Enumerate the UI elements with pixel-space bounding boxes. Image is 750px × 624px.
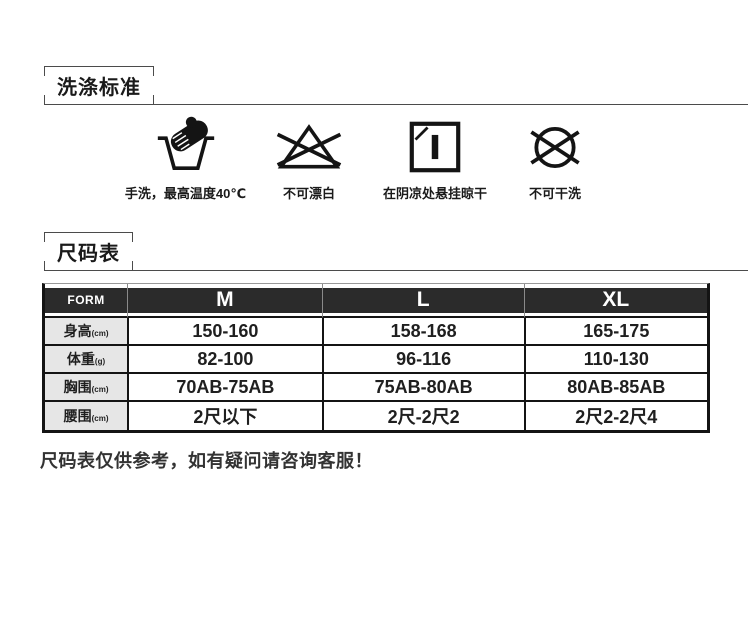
size-cell: 70AB-75AB xyxy=(127,374,322,402)
wash-item-no-bleach: 不可漂白 xyxy=(253,115,365,202)
size-cell: 2尺2-2尺4 xyxy=(523,402,707,430)
size-cell: 110-130 xyxy=(523,346,707,374)
size-cell: 2尺以下 xyxy=(127,402,322,430)
hang-dry-in-shade-icon xyxy=(409,121,461,173)
size-cell: 75AB-80AB xyxy=(321,374,524,402)
wash-section-title: 洗涤标准 xyxy=(57,77,141,99)
size-table-disclaimer: 尺码表仅供参考，如有疑问请咨询客服！ xyxy=(40,451,373,471)
wash-item-no-dryclean: 不可干洗 xyxy=(505,115,605,202)
wash-label-no-bleach: 不可漂白 xyxy=(282,186,335,201)
unit-label: (cm) xyxy=(91,385,109,394)
size-table-header-row: FORM M L XL xyxy=(45,284,707,318)
row-label-bust: 胸围(cm) xyxy=(45,374,128,402)
size-table: FORM M L XL 身高(cm) 150-160 158-168 165-1… xyxy=(42,283,710,433)
wash-icons-row: 手洗，最高温度40℃ 不可漂白 在阴凉处悬挂晾干 xyxy=(118,115,750,202)
size-cell: 158-168 xyxy=(321,318,524,346)
size-section-title-box: 尺码表 xyxy=(44,232,133,271)
size-cell: 80AB-85AB xyxy=(523,374,707,402)
do-not-dryclean-icon xyxy=(530,126,580,169)
row-label-height: 身高(cm) xyxy=(45,318,128,346)
size-section-header: 尺码表 xyxy=(44,232,748,271)
wash-label-shade-dry: 在阴凉处悬挂晾干 xyxy=(382,186,487,201)
wash-item-handwash: 手洗，最高温度40℃ xyxy=(118,115,253,202)
handwash-icon xyxy=(157,116,214,170)
row-label-waist: 腰围(cm) xyxy=(45,402,128,430)
do-not-bleach-icon xyxy=(276,124,342,169)
size-cell: 165-175 xyxy=(523,318,707,346)
size-section-title: 尺码表 xyxy=(57,243,120,265)
wash-label-no-dryclean: 不可干洗 xyxy=(528,186,581,201)
size-cell: 82-100 xyxy=(127,346,322,374)
product-care-page: 洗涤标准 手洗，最高温度40℃ xyxy=(0,66,750,473)
column-header-form: FORM xyxy=(45,284,128,318)
unit-label: (cm) xyxy=(91,329,109,338)
size-table-row-bust: 胸围(cm) 70AB-75AB 75AB-80AB 80AB-85AB xyxy=(45,374,707,402)
wash-section-title-box: 洗涤标准 xyxy=(44,66,154,105)
wash-label-handwash: 手洗，最高温度40℃ xyxy=(124,186,247,201)
size-table-row-waist: 腰围(cm) 2尺以下 2尺-2尺2 2尺2-2尺4 xyxy=(45,402,707,430)
size-cell: 150-160 xyxy=(127,318,322,346)
size-cell: 96-116 xyxy=(321,346,524,374)
row-label-weight: 体重(g) xyxy=(45,346,128,374)
unit-label: (cm) xyxy=(91,414,109,423)
header-rule xyxy=(154,104,748,105)
size-cell: 2尺-2尺2 xyxy=(321,402,524,430)
header-rule xyxy=(133,270,748,271)
size-table-row-height: 身高(cm) 150-160 158-168 165-175 xyxy=(45,318,707,346)
size-table-row-weight: 体重(g) 82-100 96-116 110-130 xyxy=(45,346,707,374)
column-header-xl: XL xyxy=(523,284,707,318)
column-header-m: M xyxy=(127,284,322,318)
unit-label: (g) xyxy=(94,357,106,366)
wash-item-shade-dry: 在阴凉处悬挂晾干 xyxy=(365,115,505,202)
column-header-l: L xyxy=(321,284,524,318)
wash-section-header: 洗涤标准 xyxy=(44,66,748,105)
